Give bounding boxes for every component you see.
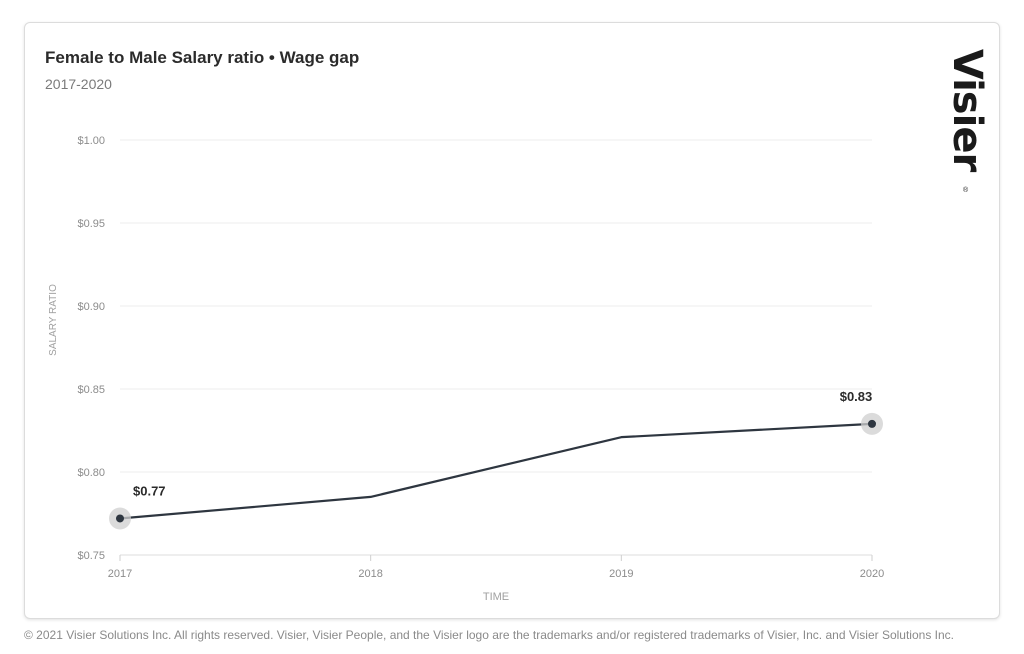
label-layer: $0.77 $0.83 xyxy=(133,389,872,499)
marker-layer xyxy=(109,412,883,530)
series-layer xyxy=(118,422,874,520)
x-tick-label: 2019 xyxy=(609,568,633,580)
chart-subtitle: 2017-2020 xyxy=(45,76,112,92)
y-tick-label: $0.85 xyxy=(77,384,105,396)
chart-card: Female to Male Salary ratio • Wage gap 2… xyxy=(24,22,1000,619)
axis-layer: $0.75 $0.80 $0.85 $0.90 $0.95 $1.00 2017 2018 20… xyxy=(48,135,884,603)
y-tick-label: $0.95 xyxy=(77,218,105,230)
data-label: $0.77 xyxy=(133,483,166,498)
x-axis-label: TIME xyxy=(483,591,509,603)
data-point xyxy=(116,514,124,523)
grid-layer xyxy=(120,139,872,556)
copyright-footer: © 2021 Visier Solutions Inc. All rights … xyxy=(24,628,954,642)
x-tick-label: 2020 xyxy=(860,568,884,580)
series-line xyxy=(118,422,874,520)
logo-registered-mark: ® xyxy=(963,187,969,194)
y-axis-label: SALARY RATIO xyxy=(48,284,59,356)
x-tick-label: 2018 xyxy=(358,568,382,580)
y-tick-label: $0.90 xyxy=(77,301,105,313)
y-tick-label: $1.00 xyxy=(77,135,105,147)
data-point xyxy=(868,419,876,428)
visier-logo: Visier ® xyxy=(944,47,990,194)
x-tick-label: 2017 xyxy=(108,568,132,580)
y-tick-label: $0.80 xyxy=(77,467,105,479)
data-label: $0.83 xyxy=(840,389,873,404)
y-tick-label: $0.75 xyxy=(77,550,105,562)
chart-title: Female to Male Salary ratio • Wage gap xyxy=(45,48,360,67)
